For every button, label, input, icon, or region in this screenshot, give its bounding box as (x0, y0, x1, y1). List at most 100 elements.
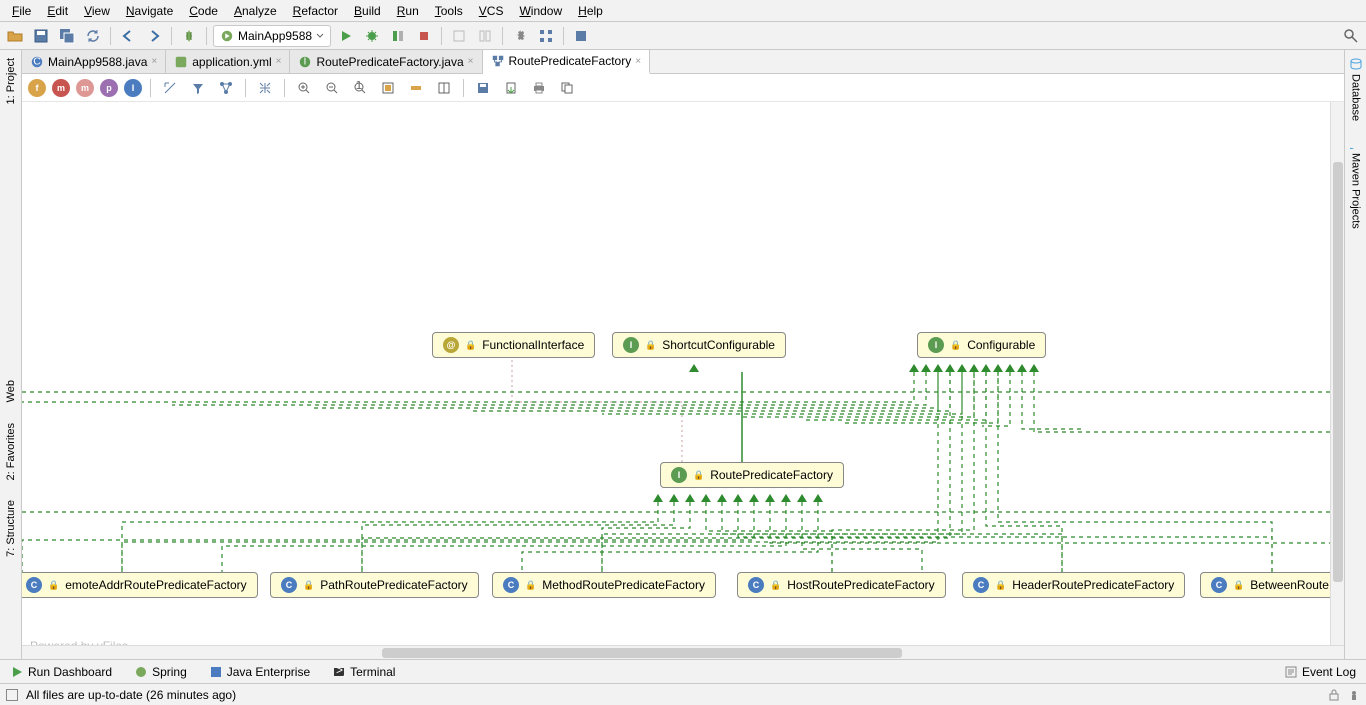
left-tab-1[interactable]: Web (3, 372, 19, 410)
menu-tools[interactable]: Tools (427, 2, 471, 20)
field-filter-icon[interactable]: f (28, 79, 46, 97)
close-icon[interactable]: × (468, 56, 474, 67)
node-he[interactable]: C🔒HeaderRoutePredicateFactory (962, 572, 1185, 598)
menu-navigate[interactable]: Navigate (118, 2, 181, 20)
run-icon[interactable] (335, 25, 357, 47)
editor-tab-0[interactable]: CMainApp9588.java× (22, 50, 166, 73)
method-filter-m-icon[interactable]: m (76, 79, 94, 97)
hector-icon[interactable] (1348, 689, 1360, 701)
export-icon[interactable] (500, 77, 522, 99)
menu-refactor[interactable]: Refactor (285, 2, 346, 20)
open-icon[interactable] (4, 25, 26, 47)
node-label: PathRoutePredicateFactory (320, 578, 467, 592)
menu-build[interactable]: Build (346, 2, 389, 20)
coverage-icon[interactable] (387, 25, 409, 47)
node-ho[interactable]: C🔒HostRoutePredicateFactory (737, 572, 946, 598)
horizontal-scrollbar[interactable] (22, 645, 1344, 659)
editor-tab-3[interactable]: RoutePredicateFactory× (483, 50, 651, 74)
node-be[interactable]: C🔒BetweenRoutePredi (1200, 572, 1344, 598)
stop-icon[interactable] (413, 25, 435, 47)
type-badge: C (748, 577, 764, 593)
structure-icon[interactable] (535, 25, 557, 47)
property-filter-icon[interactable]: p (100, 79, 118, 97)
right-tab-1[interactable]: mMaven Projects (1347, 129, 1365, 237)
svg-text:C: C (33, 55, 41, 67)
menu-vcs[interactable]: VCS (471, 2, 512, 20)
interface-filter-icon[interactable]: I (124, 79, 142, 97)
back-icon[interactable] (117, 25, 139, 47)
vertical-scrollbar[interactable] (1330, 102, 1344, 645)
print-icon[interactable] (528, 77, 550, 99)
misc-icon[interactable] (570, 25, 592, 47)
settings-icon[interactable] (509, 25, 531, 47)
close-icon[interactable]: × (635, 56, 641, 67)
left-tab-3[interactable]: 7: Structure (3, 492, 19, 565)
save-icon[interactable] (30, 25, 52, 47)
expand-icon[interactable] (254, 77, 276, 99)
editor-tab-2[interactable]: IRoutePredicateFactory.java× (290, 50, 482, 73)
graph-icon[interactable] (215, 77, 237, 99)
menu-window[interactable]: Window (511, 2, 570, 20)
layout-auto-icon[interactable] (405, 77, 427, 99)
main-toolbar: MainApp9588 (0, 22, 1366, 50)
svg-text:1: 1 (356, 81, 363, 92)
event-log[interactable]: Event Log (1280, 663, 1360, 681)
zoom-out-icon[interactable] (321, 77, 343, 99)
menu-view[interactable]: View (76, 2, 118, 20)
node-me[interactable]: C🔒MethodRoutePredicateFactory (492, 572, 716, 598)
fit-icon[interactable] (377, 77, 399, 99)
zoom-reset-icon[interactable]: 1 (349, 77, 371, 99)
run-config-label: MainApp9588 (238, 29, 312, 43)
zoom-in-icon[interactable] (293, 77, 315, 99)
bottom-tab-0[interactable]: Run Dashboard (6, 663, 116, 681)
bottom-tab-2[interactable]: Java Enterprise (205, 663, 314, 681)
editor-area: CMainApp9588.java×application.yml×IRoute… (22, 50, 1344, 659)
menu-run[interactable]: Run (389, 2, 427, 20)
status-indicator-icon (6, 689, 18, 701)
save2-icon[interactable] (472, 77, 494, 99)
node-fi[interactable]: @🔒FunctionalInterface (432, 332, 595, 358)
right-tab-0[interactable]: Database (1347, 50, 1365, 129)
copy-icon[interactable] (556, 77, 578, 99)
node-label: HeaderRoutePredicateFactory (1012, 578, 1174, 592)
layout2-icon[interactable] (474, 25, 496, 47)
left-tab-2[interactable]: 2: Favorites (3, 415, 19, 488)
node-label: RoutePredicateFactory (710, 468, 833, 482)
method-filter-r-icon[interactable]: m (52, 79, 70, 97)
editor-tabs: CMainApp9588.java×application.yml×IRoute… (22, 50, 1344, 74)
node-sc[interactable]: I🔒ShortcutConfigurable (612, 332, 786, 358)
type-badge: C (503, 577, 519, 593)
bottom-tab-1[interactable]: Spring (130, 663, 191, 681)
menu-code[interactable]: Code (181, 2, 226, 20)
build-icon[interactable] (178, 25, 200, 47)
node-label: HostRoutePredicateFactory (787, 578, 934, 592)
node-rpf[interactable]: I🔒RoutePredicateFactory (660, 462, 844, 488)
deps-icon[interactable] (159, 77, 181, 99)
node-pa[interactable]: C🔒PathRoutePredicateFactory (270, 572, 479, 598)
sync-icon[interactable] (82, 25, 104, 47)
editor-tab-1[interactable]: application.yml× (166, 50, 290, 73)
node-cf[interactable]: I🔒Configurable (917, 332, 1046, 358)
debug-icon[interactable] (361, 25, 383, 47)
layout-icon[interactable] (448, 25, 470, 47)
lock-icon[interactable] (1328, 689, 1340, 701)
forward-icon[interactable] (143, 25, 165, 47)
menu-analyze[interactable]: Analyze (226, 2, 285, 20)
menu-edit[interactable]: Edit (39, 2, 76, 20)
diagram-canvas[interactable]: @🔒FunctionalInterface I🔒ShortcutConfigura… (22, 102, 1344, 659)
bottom-tab-3[interactable]: >_Terminal (328, 663, 399, 681)
search-icon[interactable] (1340, 25, 1362, 47)
node-ra[interactable]: C🔒emoteAddrRoutePredicateFactory (22, 572, 258, 598)
menu-file[interactable]: File (4, 2, 39, 20)
save-all-icon[interactable] (56, 25, 78, 47)
layout-h-icon[interactable] (433, 77, 455, 99)
lock-icon: 🔒 (465, 340, 476, 351)
menu-help[interactable]: Help (570, 2, 611, 20)
filter-icon[interactable] (187, 77, 209, 99)
close-icon[interactable]: × (151, 56, 157, 67)
close-icon[interactable]: × (276, 56, 282, 67)
lock-icon: 🔒 (645, 340, 656, 351)
lock-icon: 🔒 (303, 580, 314, 591)
run-config-selector[interactable]: MainApp9588 (213, 25, 331, 47)
left-tab-0[interactable]: 1: Project (3, 50, 19, 112)
